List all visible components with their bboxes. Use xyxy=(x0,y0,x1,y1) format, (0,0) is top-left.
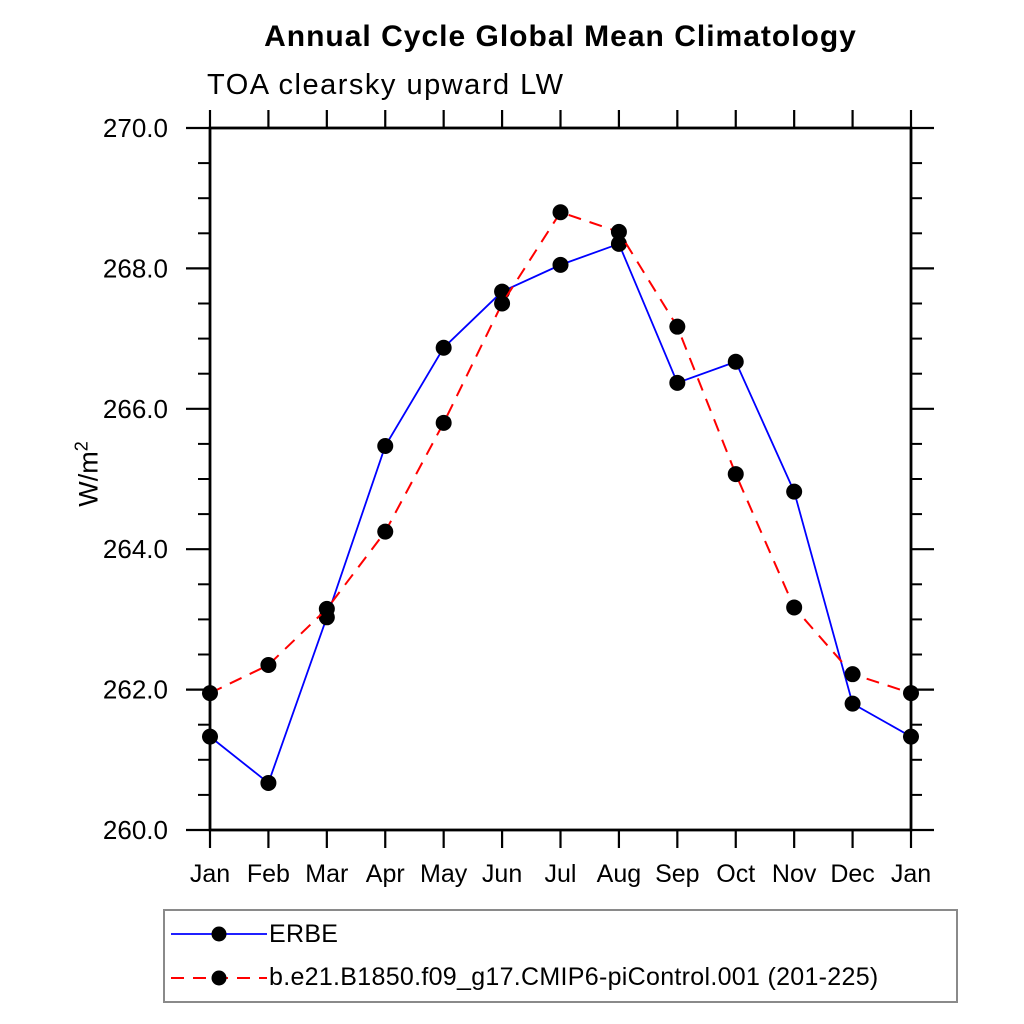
x-tick-label: Jan xyxy=(891,860,931,888)
model-line-sample-icon xyxy=(171,970,267,986)
x-tick-label: Sep xyxy=(655,860,699,888)
x-tick-label: Aug xyxy=(597,860,641,888)
data-point-model xyxy=(202,685,218,702)
data-point-erbe xyxy=(727,353,744,370)
y-tick-label: 268.0 xyxy=(103,253,168,283)
x-tick-label: Mar xyxy=(305,860,348,888)
x-tick-label: Jun xyxy=(482,860,522,888)
data-point-model xyxy=(727,466,744,483)
data-point-erbe xyxy=(903,728,919,745)
data-point-model xyxy=(669,318,686,335)
data-point-model xyxy=(786,599,803,616)
data-point-erbe xyxy=(260,774,277,791)
y-tick-label: 262.0 xyxy=(103,675,168,705)
plot-frame xyxy=(208,126,913,832)
data-point-model xyxy=(610,223,627,240)
data-point-model xyxy=(377,523,394,540)
data-point-model xyxy=(844,666,861,683)
data-point-model xyxy=(552,204,569,221)
legend-label-erbe: ERBE xyxy=(269,919,339,948)
x-tick-label: Dec xyxy=(830,860,874,888)
data-point-erbe xyxy=(202,728,218,745)
data-point-model xyxy=(260,657,277,674)
data-point-erbe xyxy=(552,256,569,273)
legend-box: ERBE b.e21.B1850.f09_g17.CMIP6-piControl… xyxy=(163,909,958,1003)
x-tick-label: Jul xyxy=(545,860,577,888)
x-tick-label: Apr xyxy=(366,860,405,888)
x-tick-label: Jan xyxy=(190,860,230,888)
series-line-erbe xyxy=(209,242,912,785)
data-point-model xyxy=(435,414,452,431)
data-point-erbe xyxy=(844,695,861,712)
data-point-erbe xyxy=(786,483,803,500)
y-tick-label: 266.0 xyxy=(103,394,168,424)
x-tick-label: Oct xyxy=(716,860,755,888)
x-tick-label: Feb xyxy=(247,860,290,888)
data-point-model xyxy=(903,685,919,702)
data-point-erbe xyxy=(669,374,686,391)
data-point-model xyxy=(494,295,511,312)
legend-label-model: b.e21.B1850.f09_g17.CMIP6-piControl.001 … xyxy=(269,963,879,992)
x-tick-label: Nov xyxy=(772,860,817,888)
chart-subtitle: TOA clearsky upward LW xyxy=(207,69,565,101)
data-point-model xyxy=(318,600,335,617)
series-line-model xyxy=(209,211,912,695)
legend-item-model: b.e21.B1850.f09_g17.CMIP6-piControl.001 … xyxy=(165,957,956,998)
erbe-line-sample-icon xyxy=(171,926,267,942)
y-tick-label: 260.0 xyxy=(103,815,168,845)
data-point-erbe xyxy=(435,339,452,356)
x-tick-label: May xyxy=(420,860,468,888)
data-point-erbe xyxy=(610,235,627,252)
data-point-erbe xyxy=(377,438,394,455)
legend-item-erbe: ERBE xyxy=(165,914,956,955)
chart-title: Annual Cycle Global Mean Climatology xyxy=(264,20,857,53)
y-tick-label: 264.0 xyxy=(103,534,168,564)
y-tick-label: 270.0 xyxy=(103,113,168,143)
